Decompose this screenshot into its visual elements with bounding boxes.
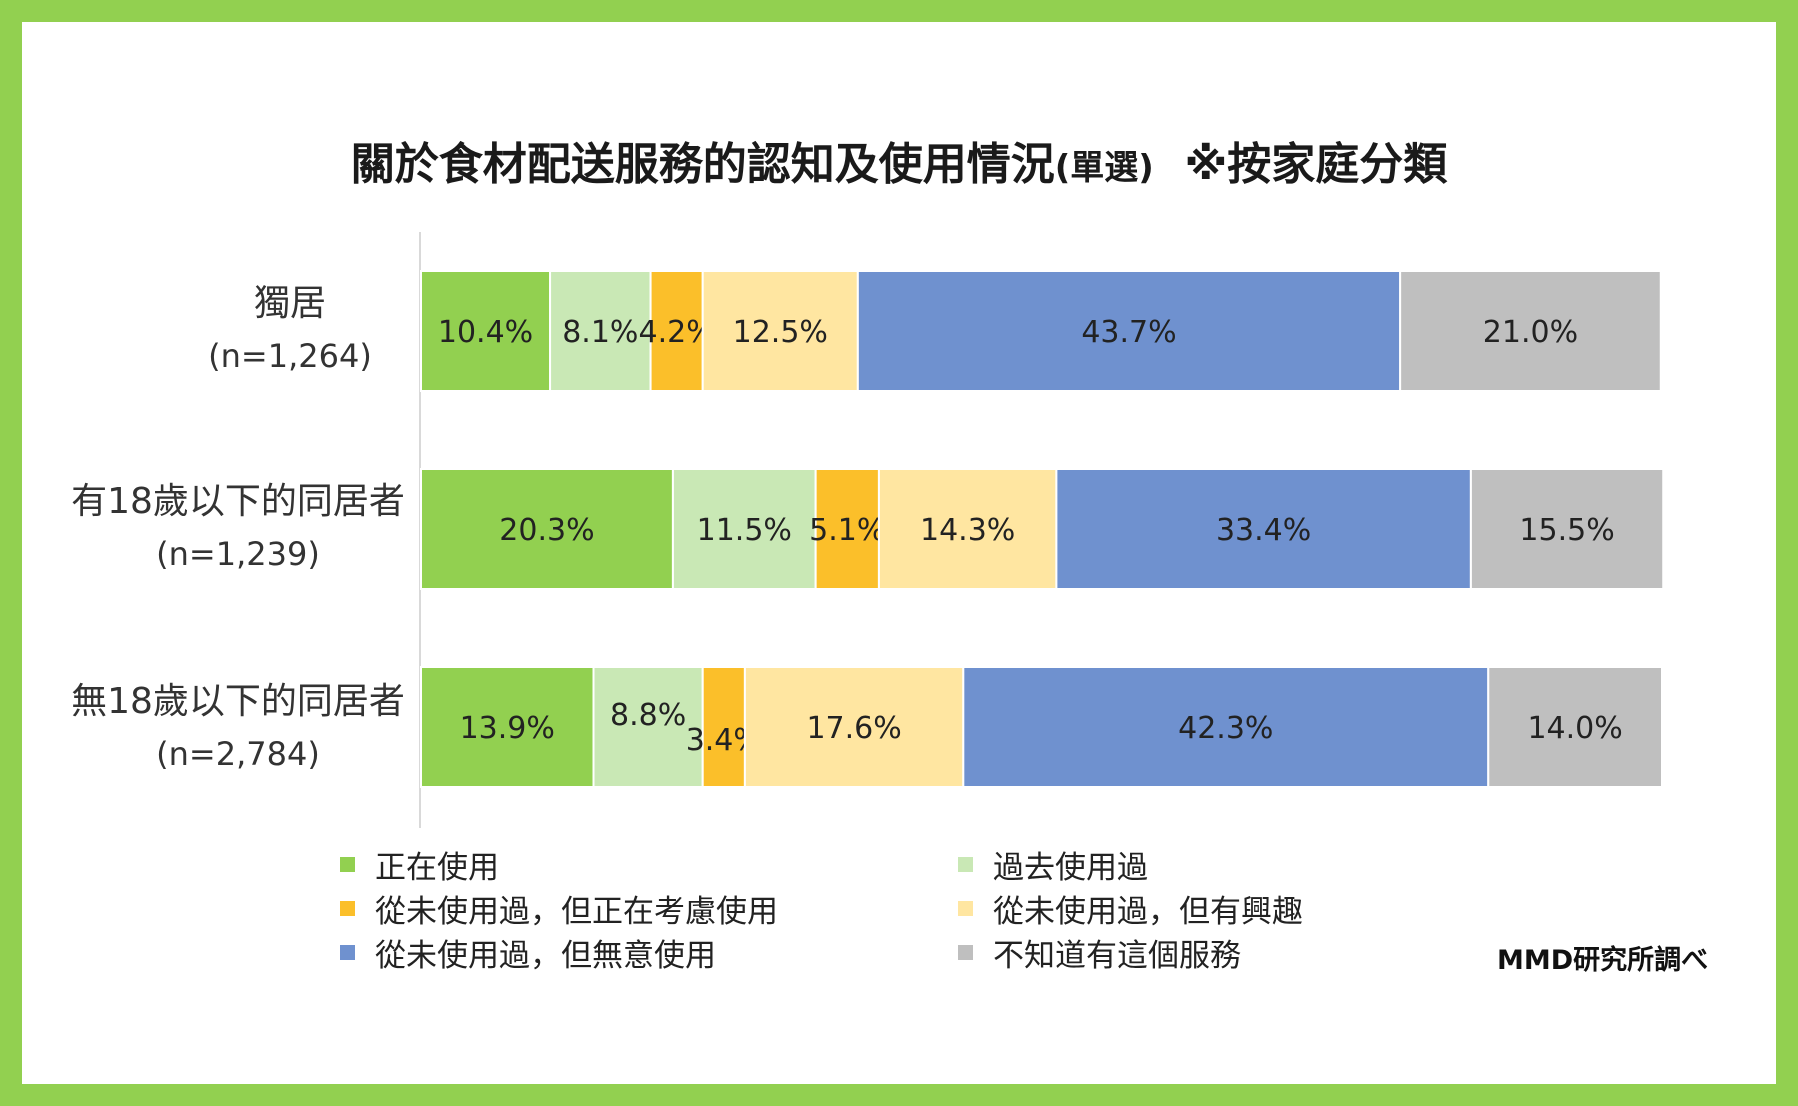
category-label-1: 有18歲以下的同居者 (n=1,239) (48, 476, 428, 580)
bar-segment (1399, 270, 1662, 392)
bar-value-label: 17.6% (806, 711, 901, 746)
legend-item-2: 從未使用過，但正在考慮使用 (340, 886, 778, 931)
bar-segment (962, 666, 1490, 788)
legend-item-0: 正在使用 (340, 842, 499, 887)
category-label-0: 獨居 (n=1,264) (180, 278, 400, 382)
bar-value-label: 10.4% (438, 315, 533, 350)
bar-value-label: 15.5% (1519, 513, 1614, 548)
legend-label: 正在使用 (375, 850, 499, 886)
category-name: 無18歲以下的同居者 (71, 681, 405, 722)
legend-item-1: 過去使用過 (958, 842, 1148, 887)
bar-value-label: 8.8% (610, 698, 686, 733)
chart-title: 關於食材配送服務的認知及使用情況(單選) ※按家庭分類 (0, 128, 1798, 192)
bar-segment (420, 468, 674, 590)
bar-segment (1469, 468, 1665, 590)
legend-label: 從未使用過，但正在考慮使用 (375, 894, 778, 930)
bar-segment (814, 468, 880, 590)
chart-title-main: 關於食材配送服務的認知及使用情況 (350, 139, 1055, 190)
legend-label: 從未使用過，但無意使用 (375, 938, 716, 974)
legend-item-4: 從未使用過，但無意使用 (340, 930, 716, 975)
bar-value-label: 33.4% (1216, 513, 1311, 548)
bar-value-label: 42.3% (1178, 711, 1273, 746)
category-name: 獨居 (253, 283, 326, 324)
chart-title-note: ※按家庭分類 (1184, 139, 1448, 190)
bar-segment (592, 666, 704, 788)
legend-swatch (958, 857, 973, 872)
bar-value-label: 13.9% (460, 711, 555, 746)
bar-value-label: 5.1% (809, 513, 885, 548)
bar-segment (1055, 468, 1472, 590)
bar-segment (420, 270, 552, 392)
legend-swatch (340, 857, 355, 872)
legend-swatch (958, 945, 973, 960)
legend-label: 從未使用過，但有興趣 (993, 894, 1303, 930)
legend-swatch (340, 945, 355, 960)
bar-value-label: 12.5% (733, 315, 828, 350)
legend-swatch (958, 901, 973, 916)
bar-value-label: 11.5% (697, 513, 792, 548)
category-sample-size: (n=2,784) (156, 735, 320, 773)
category-name: 有18歲以下的同居者 (71, 481, 405, 522)
legend-label: 過去使用過 (993, 850, 1148, 886)
bar-value-label: 8.1% (562, 315, 638, 350)
category-label-2: 無18歲以下的同居者 (n=2,784) (48, 676, 428, 780)
bar-value-label: 21.0% (1483, 315, 1578, 350)
bar-value-label: 14.0% (1527, 711, 1622, 746)
bar-segment (1487, 666, 1664, 788)
category-sample-size: (n=1,239) (156, 535, 320, 573)
bar-value-label: 43.7% (1081, 315, 1176, 350)
bar-value-label: 14.3% (920, 513, 1015, 548)
category-sample-size: (n=1,264) (208, 337, 372, 375)
bar-segment (856, 270, 1402, 392)
bar-segment (649, 270, 704, 392)
legend-item-3: 從未使用過，但有興趣 (958, 886, 1303, 931)
source-credit: MMD研究所調べ (1497, 945, 1709, 976)
bar-segment (671, 468, 817, 590)
legend-label: 不知道有這個服務 (993, 938, 1241, 974)
bar-segment (549, 270, 652, 392)
chart-title-paren: (單選) (1054, 148, 1154, 188)
bar-segment (701, 666, 746, 788)
legend-item-5: 不知道有這個服務 (958, 930, 1241, 975)
bar-segment (743, 666, 965, 788)
bar-value-label: 20.3% (499, 513, 594, 548)
legend-swatch (340, 901, 355, 916)
bar-segment (701, 270, 859, 392)
